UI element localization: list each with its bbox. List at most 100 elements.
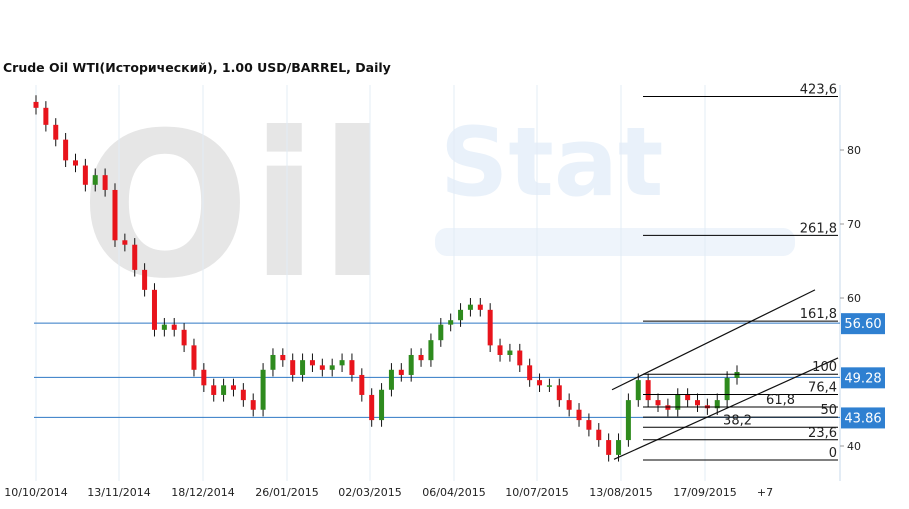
candle-body bbox=[309, 360, 315, 366]
candle-body bbox=[537, 380, 543, 386]
x-tick-label: 17/09/2015 bbox=[673, 486, 736, 499]
candle-body bbox=[448, 320, 454, 325]
candle-body bbox=[260, 369, 266, 410]
x-tick-label: 02/03/2015 bbox=[338, 486, 401, 499]
price-badge-label: 43.86 bbox=[844, 411, 881, 426]
candle-body bbox=[467, 304, 473, 310]
x-tick-label: 18/12/2014 bbox=[171, 486, 234, 499]
candle-body bbox=[566, 400, 572, 410]
candle-body bbox=[487, 309, 493, 346]
watermark-stat: Stat bbox=[440, 108, 663, 218]
fib-level-label: 261,8 bbox=[800, 221, 837, 236]
candle-body bbox=[349, 360, 355, 375]
candle-body bbox=[319, 365, 325, 370]
price-badge bbox=[841, 407, 885, 429]
fib-level-label: 50 bbox=[820, 403, 837, 418]
candle-body bbox=[230, 385, 236, 390]
x-tick-label: +7 bbox=[757, 486, 773, 499]
candle-body bbox=[369, 394, 375, 421]
candle-body bbox=[181, 329, 187, 346]
candle-body bbox=[142, 269, 148, 290]
candle-body bbox=[379, 389, 385, 421]
candle-body bbox=[408, 354, 414, 375]
candle-body bbox=[329, 365, 335, 370]
y-tick-label: 60 bbox=[847, 292, 861, 305]
candle-body bbox=[290, 360, 296, 375]
candle-body bbox=[546, 385, 552, 387]
price-badge bbox=[841, 313, 885, 335]
candle-body bbox=[576, 409, 582, 421]
price-badge bbox=[841, 367, 885, 389]
candle-body bbox=[359, 374, 365, 395]
chart-title: Crude Oil WTI(Исторический), 1.00 USD/BA… bbox=[3, 60, 391, 75]
candle-body bbox=[388, 369, 394, 390]
candle-body bbox=[339, 360, 345, 366]
candle-body bbox=[507, 350, 513, 355]
candle-body bbox=[43, 107, 49, 125]
candle-body bbox=[635, 380, 641, 401]
candle-body bbox=[122, 240, 128, 245]
candle-body bbox=[53, 124, 59, 140]
fib-level-label: 23,6 bbox=[808, 426, 837, 441]
x-tick-label: 10/10/2014 bbox=[4, 486, 67, 499]
fib-level-label: 161,8 bbox=[800, 307, 837, 322]
candle-body bbox=[211, 385, 217, 395]
candle-body bbox=[63, 139, 69, 161]
x-tick-label: 10/07/2015 bbox=[505, 486, 568, 499]
candle-body bbox=[161, 324, 167, 330]
candle-body bbox=[665, 405, 671, 410]
candle-body bbox=[418, 354, 424, 361]
candle-body bbox=[685, 394, 691, 401]
x-tick-label: 26/01/2015 bbox=[255, 486, 318, 499]
candle-body bbox=[92, 175, 98, 185]
channel-lower-line bbox=[613, 357, 839, 460]
candle-body bbox=[112, 189, 118, 241]
candle-body bbox=[734, 372, 740, 378]
candle-body bbox=[300, 360, 306, 375]
y-tick-label: 70 bbox=[847, 218, 861, 231]
candle-body bbox=[477, 304, 483, 310]
candle-body bbox=[556, 385, 562, 401]
candle-body bbox=[616, 440, 622, 455]
y-tick-label: 40 bbox=[847, 440, 861, 453]
candle-body bbox=[458, 309, 464, 321]
channel-upper-line bbox=[611, 289, 816, 391]
candle-body bbox=[151, 289, 157, 330]
y-tick-label: 80 bbox=[847, 144, 861, 157]
candle-body bbox=[596, 429, 602, 441]
candle-body bbox=[714, 400, 720, 409]
watermark-bar bbox=[435, 228, 795, 256]
candle-body bbox=[695, 400, 701, 406]
price-badge-label: 56.60 bbox=[844, 317, 881, 332]
fib-level-label: 76,4 bbox=[808, 380, 837, 395]
candle-body bbox=[625, 400, 631, 441]
candle-body bbox=[645, 380, 651, 401]
candle-body bbox=[82, 165, 88, 185]
fib-level-label: 100 bbox=[812, 360, 837, 375]
fib-level-label: 423,6 bbox=[800, 82, 837, 97]
x-tick-label: 13/11/2014 bbox=[87, 486, 150, 499]
candle-body bbox=[33, 101, 39, 108]
candle-body bbox=[438, 324, 444, 341]
candle-body bbox=[517, 350, 523, 366]
candle-body bbox=[655, 400, 661, 406]
candle-body bbox=[270, 354, 276, 370]
candle-body bbox=[171, 324, 177, 330]
fib-level-label: 61,8 bbox=[766, 393, 795, 408]
fib-level-label: 0 bbox=[829, 446, 837, 461]
candle-body bbox=[606, 440, 612, 455]
candle-body bbox=[191, 345, 197, 370]
candle-body bbox=[72, 160, 78, 166]
candle-body bbox=[428, 340, 434, 361]
price-badge-label: 49.28 bbox=[844, 371, 881, 386]
candle-body bbox=[398, 369, 404, 375]
candle-body bbox=[201, 369, 207, 386]
candle-body bbox=[280, 354, 286, 361]
x-tick-label: 06/04/2015 bbox=[422, 486, 485, 499]
watermark-oil: Oil bbox=[80, 90, 387, 323]
candle-body bbox=[586, 420, 592, 430]
candle-body bbox=[221, 385, 227, 395]
candle-body bbox=[675, 394, 681, 410]
fib-level-label: 38,2 bbox=[723, 413, 752, 428]
